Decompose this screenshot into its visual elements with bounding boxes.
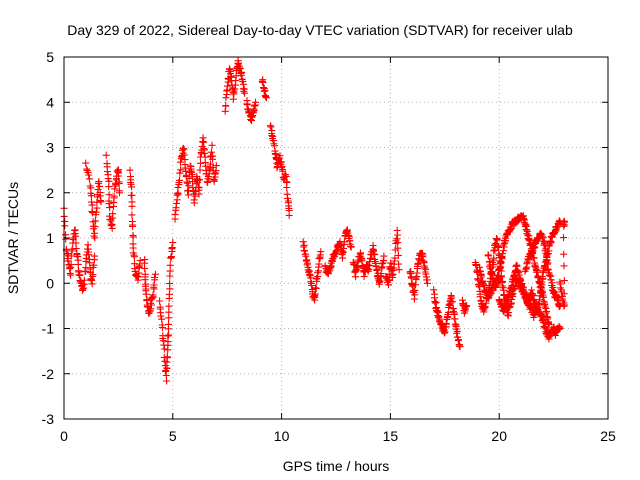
y-axis-label: SDTVAR / TECUs [5, 182, 21, 294]
x-axis-label: GPS time / hours [283, 458, 390, 474]
sdtvar-points [60, 57, 569, 385]
y-tick-label: -1 [42, 321, 55, 337]
x-tick-label: 10 [274, 428, 290, 444]
y-tick-label: 0 [46, 275, 54, 291]
data-points [60, 57, 569, 385]
axis-ticks [63, 56, 609, 420]
x-tick-label: 0 [60, 428, 68, 444]
y-tick-label: 5 [46, 49, 54, 65]
chart-title: Day 329 of 2022, Sidereal Day-to-day VTE… [67, 22, 573, 38]
x-tick-label: 20 [491, 428, 507, 444]
tick-labels: 0 5 10 15 20 25 -3 -2 -1 0 1 2 3 4 5 [42, 49, 616, 444]
y-tick-label: -3 [42, 411, 55, 427]
x-tick-label: 15 [383, 428, 399, 444]
x-tick-label: 5 [169, 428, 177, 444]
y-tick-label: 1 [46, 230, 54, 246]
y-tick-label: 2 [46, 185, 54, 201]
y-tick-label: -2 [42, 366, 55, 382]
x-tick-label: 25 [600, 428, 616, 444]
y-tick-label: 4 [46, 94, 54, 110]
y-tick-label: 3 [46, 140, 54, 156]
